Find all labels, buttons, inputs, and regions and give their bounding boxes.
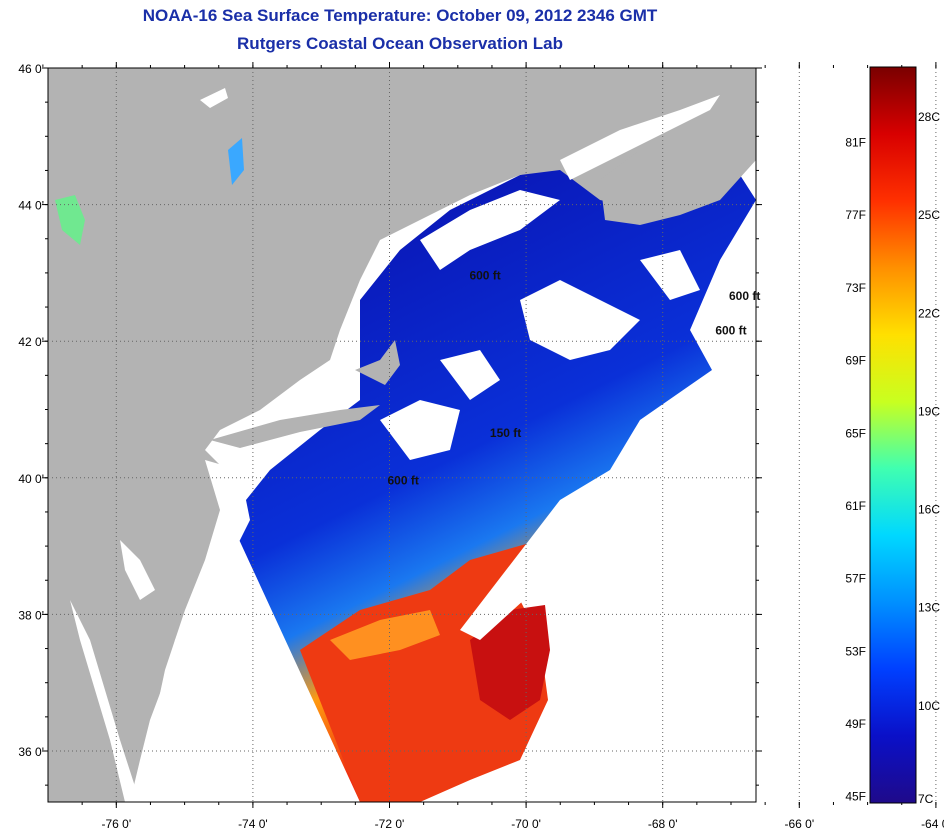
lat-label: 42 0'	[18, 335, 44, 349]
lat-label: 44 0'	[18, 199, 44, 213]
cloud-patch	[420, 190, 560, 270]
land-nova-scotia	[600, 100, 756, 225]
isobath-labels: 600 ft 150 ft 600 ft 600 ft 600 ft	[387, 269, 760, 488]
cloud-patch	[380, 400, 460, 460]
lon-label: -70 0'	[511, 817, 541, 831]
isobath-label: 600 ft	[715, 323, 746, 337]
colorbar-fahrenheit-label: 45F	[845, 790, 866, 804]
colorbar-fahrenheit-label: 81F	[845, 136, 866, 150]
isobath-label: 600 ft	[729, 289, 760, 303]
lake	[200, 88, 228, 108]
lat-label: 40 0'	[18, 472, 44, 486]
colorbar-celsius-label: 22C	[918, 306, 940, 320]
colorbar-celsius-label: 13C	[918, 601, 940, 615]
colorbar-celsius-label: 28C	[918, 110, 940, 124]
map-subtitle: Rutgers Coastal Ocean Observation Lab	[237, 34, 563, 53]
cloud-patch	[460, 470, 620, 640]
colorbar-celsius-label: 19C	[918, 404, 940, 418]
colorbar-celsius-label: 16C	[918, 503, 940, 517]
lon-label: -74 0'	[238, 817, 268, 831]
lake	[228, 138, 244, 185]
map-axes: 46 0' 44 0' 42 0' 40 0' 38 0' 36 0' -76 0' -74 …	[18, 62, 944, 831]
land-long-island	[210, 405, 380, 448]
lat-label: 46 0'	[18, 62, 44, 76]
hot-water-region	[470, 605, 550, 720]
isobath-label: 600 ft	[387, 474, 418, 488]
lon-label: -72 0'	[375, 817, 405, 831]
cloud-patch	[520, 280, 640, 360]
colorbar-fahrenheit-label: 49F	[845, 717, 866, 731]
isobath-label: 600 ft	[469, 269, 500, 283]
land-mainland	[48, 68, 756, 802]
chesapeake-bay	[70, 600, 140, 802]
lon-label: -76 0'	[101, 817, 131, 831]
cloud-patch	[440, 350, 500, 400]
lon-label: -68 0'	[648, 817, 678, 831]
colorbar-fahrenheit-label: 73F	[845, 281, 866, 295]
colorbar-ticks: 28C 25C 22C 19C 16C 13C 10C 7C 81F 77F 73F 69F 65F 61…	[845, 110, 940, 806]
colorbar	[869, 66, 917, 804]
lake	[55, 195, 85, 245]
orange-water-region	[330, 610, 440, 660]
colorbar-celsius-label: 7C	[918, 792, 934, 806]
cloud-patch	[640, 250, 700, 300]
colorbar-fahrenheit-label: 57F	[845, 572, 866, 586]
colorbar-fahrenheit-label: 53F	[845, 644, 866, 658]
lat-label: 36 0'	[18, 745, 44, 759]
lon-label: -64 0'	[921, 817, 944, 831]
lat-label: 38 0'	[18, 608, 44, 622]
delaware-bay	[120, 540, 155, 600]
land-cape-cod	[355, 340, 400, 385]
colorbar-fahrenheit-label: 77F	[845, 208, 866, 222]
lon-label: -66 0'	[784, 817, 814, 831]
colorbar-fahrenheit-label: 61F	[845, 499, 866, 513]
colorbar-celsius-label: 10C	[918, 699, 940, 713]
map-frame	[47, 67, 757, 803]
colorbar-fahrenheit-label: 69F	[845, 354, 866, 368]
bay-of-fundy	[560, 95, 720, 180]
isobath-label: 150 ft	[490, 426, 521, 440]
map-title: NOAA-16 Sea Surface Temperature: October…	[142, 6, 658, 25]
coastal-waters	[140, 460, 250, 802]
colorbar-fahrenheit-label: 65F	[845, 426, 866, 440]
colorbar-celsius-label: 25C	[918, 208, 940, 222]
